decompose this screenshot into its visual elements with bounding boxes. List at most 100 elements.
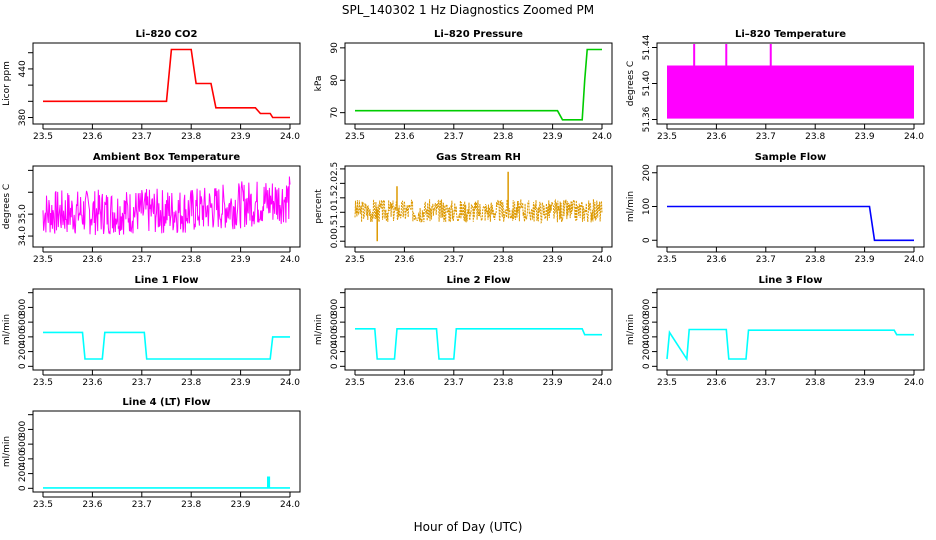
plot-area bbox=[667, 44, 914, 119]
plot-area bbox=[666, 328, 914, 362]
y-tick-label: 200 bbox=[330, 343, 340, 360]
y-tick-label: 90 bbox=[330, 42, 340, 54]
y-tick-label: 51.44 bbox=[642, 34, 652, 60]
panel-title: Line 1 Flow bbox=[135, 275, 199, 286]
y-tick-label: 600 bbox=[18, 435, 28, 452]
x-tick-label: 23.8 bbox=[493, 255, 513, 265]
series-line bbox=[666, 328, 914, 362]
x-tick-label: 23.5 bbox=[33, 132, 53, 142]
y-tick-label: 80 bbox=[330, 74, 340, 86]
plot-frame bbox=[32, 165, 301, 248]
x-tick-label: 23.5 bbox=[657, 378, 677, 388]
y-tick-label: 1.0 bbox=[330, 205, 340, 220]
y-axis-label: percent bbox=[314, 189, 324, 224]
x-tick-label: 23.6 bbox=[82, 500, 102, 510]
series-band bbox=[667, 65, 914, 119]
series-line bbox=[667, 205, 914, 242]
y-axis-label: ml/min bbox=[2, 436, 12, 467]
panel-2: Li–820 Pressure kPa 23.5 23.6 23.7 23.8 23.9 24… bbox=[314, 29, 613, 142]
panel-title: Li–820 Pressure bbox=[434, 29, 523, 40]
x-tick-label: 23.8 bbox=[805, 132, 825, 142]
panel-5: Gas Stream RH percent 23.5 23.6 23.7 23.8 23.9… bbox=[314, 152, 613, 265]
x-tick-label: 24.0 bbox=[592, 132, 612, 142]
series-line bbox=[43, 476, 290, 489]
y-tick-label: 200 bbox=[642, 164, 652, 181]
x-tick-label: 23.5 bbox=[33, 255, 53, 265]
x-tick-label: 23.5 bbox=[345, 255, 365, 265]
y-tick-label: 34.0 bbox=[18, 226, 28, 246]
y-tick-label: 51.40 bbox=[642, 70, 652, 96]
x-tick-label: 23.9 bbox=[855, 132, 875, 142]
y-tick-label: 600 bbox=[18, 313, 28, 330]
y-axis-label: ml/min bbox=[626, 191, 636, 222]
x-tick-label: 23.6 bbox=[706, 378, 726, 388]
y-axis-label: degrees C bbox=[2, 184, 12, 229]
x-tick-label: 23.6 bbox=[394, 378, 414, 388]
plot-area bbox=[42, 176, 291, 236]
x-tick-label: 23.6 bbox=[394, 255, 414, 265]
x-tick-label: 23.6 bbox=[82, 132, 102, 142]
y-tick-label: 400 bbox=[18, 450, 28, 467]
x-tick-label: 23.9 bbox=[855, 378, 875, 388]
y-tick-label: 380 bbox=[18, 109, 28, 126]
y-tick-label: 600 bbox=[642, 313, 652, 330]
plot-area bbox=[355, 48, 602, 121]
y-tick-label: 35.0 bbox=[18, 204, 28, 224]
y-tick-label: 2.5 bbox=[330, 162, 340, 176]
x-tick-label: 23.5 bbox=[657, 255, 677, 265]
x-tick-label: 23.6 bbox=[706, 132, 726, 142]
series-line bbox=[43, 48, 290, 119]
x-tick-label: 23.7 bbox=[756, 378, 776, 388]
plot-area bbox=[43, 48, 290, 119]
y-tick-label: 400 bbox=[18, 328, 28, 345]
x-tick-label: 23.5 bbox=[33, 500, 53, 510]
x-tick-label: 23.5 bbox=[345, 378, 365, 388]
y-tick-label: 800 bbox=[330, 299, 340, 316]
panel-3: Li–820 Temperature degrees C 23.5 23.6 23.7 2… bbox=[626, 29, 925, 142]
x-tick-label: 23.9 bbox=[543, 255, 563, 265]
y-tick-label: 440 bbox=[18, 60, 28, 77]
y-tick-label: 0 bbox=[18, 363, 28, 369]
figure-title: SPL_140302 1 Hz Diagnostics Zoomed PM bbox=[342, 3, 594, 17]
plot-frame bbox=[344, 288, 613, 371]
y-tick-label: 2.0 bbox=[330, 176, 340, 191]
series-line bbox=[355, 328, 602, 360]
x-tick-label: 24.0 bbox=[280, 132, 300, 142]
panel-title: Li–820 CO2 bbox=[136, 29, 198, 40]
y-tick-label: 70 bbox=[330, 107, 340, 119]
x-tick-label: 23.7 bbox=[132, 378, 152, 388]
plot-area bbox=[667, 205, 914, 242]
panel-title: Line 4 (LT) Flow bbox=[122, 397, 210, 408]
plot-frame bbox=[344, 42, 613, 125]
panel-title: Line 3 Flow bbox=[759, 275, 823, 286]
panel-1: Li–820 CO2 Licor ppm 23.5 23.6 23.7 23.8 23.9 2… bbox=[2, 29, 301, 142]
plot-frame bbox=[656, 288, 925, 371]
x-tick-label: 23.9 bbox=[231, 132, 251, 142]
y-tick-label: 0 bbox=[18, 485, 28, 491]
plot-area bbox=[354, 171, 603, 242]
x-tick-label: 23.7 bbox=[756, 255, 776, 265]
x-tick-label: 23.8 bbox=[181, 378, 201, 388]
x-tick-label: 23.8 bbox=[493, 132, 513, 142]
series-line bbox=[355, 48, 602, 121]
x-tick-label: 24.0 bbox=[904, 255, 924, 265]
plot-area bbox=[43, 476, 290, 489]
x-tick-label: 24.0 bbox=[280, 500, 300, 510]
figure-xlabel: Hour of Day (UTC) bbox=[414, 520, 523, 534]
plot-area bbox=[43, 331, 290, 360]
y-tick-label: 600 bbox=[330, 313, 340, 330]
panel-7: Line 1 Flow ml/min 23.5 23.6 23.7 23.8 23.9 24.… bbox=[2, 275, 301, 388]
y-tick-label: 0 bbox=[330, 363, 340, 369]
y-tick-label: 100 bbox=[642, 198, 652, 215]
panels: Li–820 CO2 Licor ppm 23.5 23.6 23.7 23.8 23.9 2… bbox=[2, 29, 925, 510]
x-tick-label: 23.6 bbox=[82, 378, 102, 388]
x-tick-label: 23.5 bbox=[657, 132, 677, 142]
y-tick-label: 0.5 bbox=[330, 220, 340, 234]
y-tick-label: 200 bbox=[18, 343, 28, 360]
x-tick-label: 23.7 bbox=[444, 255, 464, 265]
series-line bbox=[42, 176, 291, 236]
panel-title: Line 2 Flow bbox=[447, 275, 511, 286]
panel-9: Line 3 Flow ml/min 23.5 23.6 23.7 23.8 23.9 24.… bbox=[626, 275, 925, 388]
x-tick-label: 23.6 bbox=[82, 255, 102, 265]
